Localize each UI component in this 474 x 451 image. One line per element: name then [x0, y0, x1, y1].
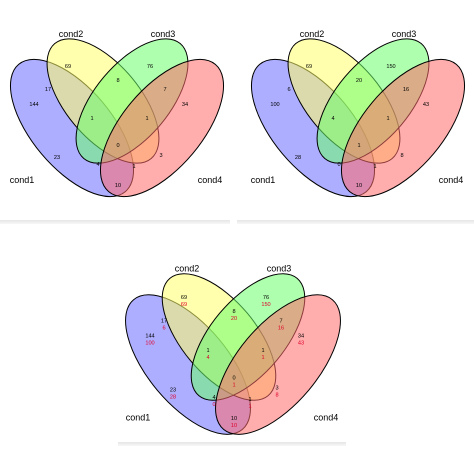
region-count-c1c4: 10	[115, 183, 121, 189]
region-count-c1c2c3: 4	[331, 116, 334, 122]
panel-shadow	[237, 220, 474, 224]
panel-shadow	[0, 220, 230, 224]
region-count-second-c1c2: 6	[162, 325, 165, 331]
venn-panel-top-left: cond1 cond2 cond3 cond4 144 69 76 34 17 8 7 23 3 10 1 1…	[0, 0, 230, 220]
region-count-c1c2: 17	[45, 87, 51, 93]
region-count-second-c3c4: 16	[278, 325, 284, 331]
region-count-c2: 69	[65, 64, 71, 70]
region-count-second-c1c2c3: 4	[206, 355, 209, 361]
region-count-c3: 76	[147, 64, 153, 70]
region-count-c2c3c4: 1	[145, 116, 148, 122]
ellipse-cond4	[215, 294, 341, 435]
region-count-second-c1c3: 28	[170, 395, 176, 401]
set-label-cond2: cond2	[59, 29, 84, 39]
region-count-c3c4: 7	[279, 318, 282, 324]
region-count-c2c4: 8	[400, 153, 403, 159]
region-count-second-all: 1	[232, 382, 235, 388]
region-count-second-c2c4: 8	[275, 393, 278, 399]
set-label-cond2: cond2	[175, 264, 200, 274]
set-label-cond3: cond3	[267, 264, 292, 274]
region-count-c4: 34	[298, 334, 304, 340]
venn-panel-top-right: cond1 cond2 cond3 cond4 100 69 150 43 6 20 16 28 8 10…	[237, 0, 474, 220]
set-label-cond4: cond4	[198, 175, 223, 185]
region-count-c1c4: 10	[231, 416, 237, 422]
ellipse-cond4	[99, 58, 225, 198]
region-count-c3c4: 16	[403, 87, 409, 93]
region-count-c1c2: 17	[161, 318, 167, 324]
region-count-c1c3c4: 1	[373, 164, 376, 170]
region-count-c3: 150	[386, 64, 395, 70]
region-count-c4: 43	[423, 102, 429, 108]
region-count-c1: 100	[270, 102, 279, 108]
region-count-second-c2: 69	[181, 302, 187, 308]
region-count-all: 0	[232, 375, 235, 381]
region-count-second-c3: 150	[261, 302, 270, 308]
region-count-c1c3c4: 1	[132, 164, 135, 170]
region-count-second-c1c4: 10	[231, 423, 237, 429]
region-count-c1c2: 6	[287, 87, 290, 93]
region-count-c1c3: 28	[295, 155, 301, 161]
region-count-c2: 69	[181, 295, 187, 301]
region-count-c2c3: 8	[232, 309, 235, 315]
region-count-c2: 69	[306, 64, 312, 70]
region-count-c2c3: 20	[356, 78, 362, 84]
region-count-c2c4: 3	[159, 153, 162, 159]
region-count-c1c3: 23	[54, 155, 60, 161]
region-count-c2c3c4: 1	[386, 116, 389, 122]
region-count-second-c1c2c4: 0	[212, 402, 215, 408]
region-count-c1c4: 10	[356, 183, 362, 189]
set-label-cond3: cond3	[392, 29, 417, 39]
region-count-second-c1: 100	[145, 341, 154, 347]
set-label-cond1: cond1	[126, 413, 151, 423]
region-count-c2c4: 3	[275, 386, 278, 392]
venn-panel-bottom-combined: cond1 cond2 cond3 cond4 144 100 69 69 76 150 34 43 1…	[118, 240, 346, 442]
region-count-c1: 144	[145, 334, 154, 340]
region-count-c4: 34	[182, 102, 188, 108]
set-label-cond3: cond3	[151, 29, 176, 39]
region-count-c1c2c3: 1	[206, 348, 209, 354]
region-count-second-c2c3c4: 1	[261, 355, 264, 361]
region-count-c3: 76	[263, 295, 269, 301]
region-count-c1c2c4: 0	[337, 162, 340, 168]
region-count-second-c2c3: 20	[231, 316, 237, 322]
set-label-cond1: cond1	[10, 175, 35, 185]
region-count-c1c3c4: 1	[248, 397, 251, 403]
region-count-c1c3: 23	[170, 388, 176, 394]
region-count-second-c1c3c4: 1	[248, 404, 251, 410]
set-label-cond4: cond4	[439, 175, 464, 185]
region-count-c1c2c3: 1	[90, 116, 93, 122]
region-count-c1c2c4: 4	[96, 162, 99, 168]
region-count-all: 1	[357, 143, 360, 149]
region-count-all: 0	[116, 143, 119, 149]
panel-shadow	[118, 442, 346, 446]
set-label-cond2: cond2	[300, 29, 325, 39]
ellipse-cond4	[340, 58, 466, 198]
set-label-cond1: cond1	[251, 175, 276, 185]
region-count-c2c3c4: 1	[261, 348, 264, 354]
region-count-c2c3: 8	[116, 78, 119, 84]
region-count-second-c4: 43	[298, 341, 304, 347]
region-count-c3c4: 7	[163, 87, 166, 93]
region-count-c1c2c4: 4	[212, 395, 215, 401]
region-count-c1: 144	[29, 102, 38, 108]
set-label-cond4: cond4	[314, 413, 339, 423]
